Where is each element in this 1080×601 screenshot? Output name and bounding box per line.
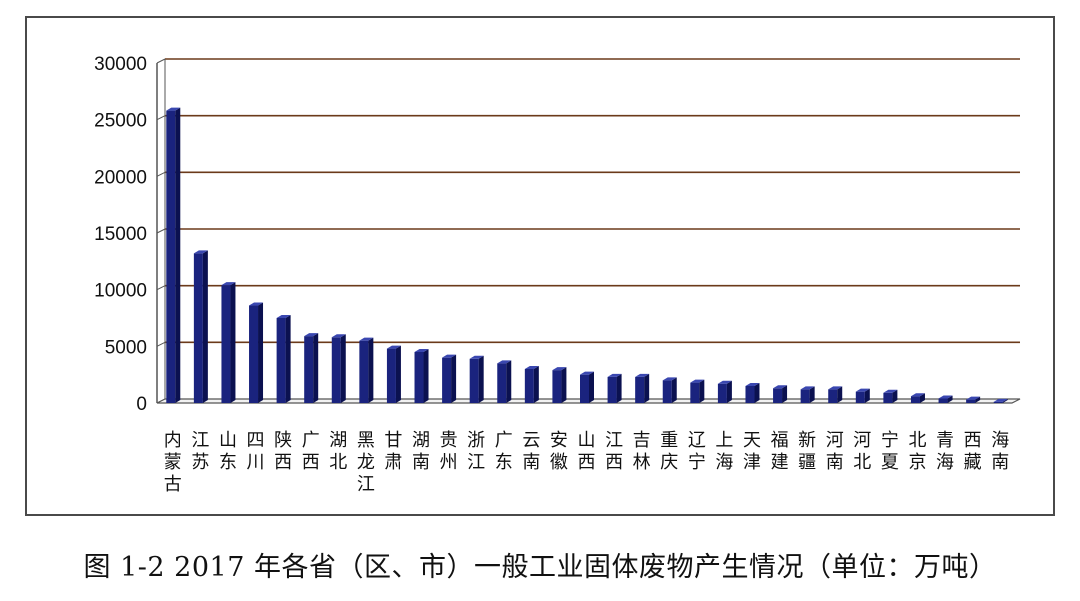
bar [800,386,815,403]
figure-caption: 图 1-2 2017 年各省（区、市）一般工业固体废物产生情况（单位：万吨） [83,552,997,583]
bar [469,355,484,403]
gridline-side [156,341,166,347]
bar [386,345,401,403]
x-tick-label: 山东 [219,430,237,473]
bar [221,282,236,403]
x-tick-label: 上海 [715,430,733,473]
bar [497,360,512,403]
y-tick-label: 15000 [94,224,147,245]
bar [828,386,843,403]
x-tick-label: 海南 [991,430,1009,473]
x-tick-label: 湖南 [412,430,430,473]
x-tick-label: 广西 [302,430,320,473]
gridline-side [156,171,166,177]
x-tick-label: 江苏 [191,430,209,473]
bars [166,107,1008,403]
x-tick-label: 贵州 [440,430,458,473]
chart-frame: 0 5000 10000 15000 20000 25000 30000 内蒙古 江苏 山东 四川… [25,16,1055,516]
x-tick-label: 江西 [605,430,623,473]
gridline-side [156,115,166,121]
bar [304,333,319,403]
x-tick-label: 内蒙古 [164,430,182,495]
bar [524,366,539,403]
y-tick-label: 5000 [105,337,147,358]
x-tick-label: 湖北 [329,430,347,473]
y-tick-label: 10000 [94,281,147,302]
bar [442,354,457,403]
bar [276,315,291,403]
x-tick-label: 河南 [826,430,844,473]
bar [607,373,622,403]
bar [690,379,705,403]
x-tick-label: 云南 [522,430,540,473]
bar [662,377,677,403]
gridlines [156,58,1020,347]
y-tick-label: 25000 [94,111,147,132]
x-tick-label: 河北 [853,430,871,473]
bar [883,389,898,403]
x-tick-label: 辽宁 [688,430,706,473]
bar [414,349,429,403]
x-tick-label: 西藏 [964,430,982,473]
x-tick-label: 宁夏 [881,430,899,473]
bar [166,107,181,403]
x-tick-label: 新疆 [798,430,816,473]
x-tick-label: 安徽 [550,430,568,473]
bar [580,371,594,403]
gridline-side [156,228,166,234]
bar [249,302,264,403]
bar [773,385,788,403]
bar [635,373,650,403]
x-tick-label: 陕西 [274,430,292,473]
bar [717,380,732,403]
bar [938,395,953,403]
y-tick-label: 20000 [94,167,147,188]
bar-chart: 0 5000 10000 15000 20000 25000 30000 内蒙古江苏山东四川… [94,54,1021,495]
x-tick-label: 北京 [908,430,926,473]
bar [193,250,208,403]
bar [966,396,981,403]
y-tick-label: 30000 [94,54,147,75]
x-tick-label: 广东 [495,430,513,473]
gridline-side [156,285,166,291]
x-tick-label: 吉林 [633,430,651,473]
x-tick-label: 福建 [771,430,789,473]
bar [552,367,567,403]
x-tick-label: 四川 [247,430,265,473]
x-tick-label: 黑龙江 [357,430,375,495]
x-tick-label: 青海 [936,430,954,473]
gridline-side [156,58,166,64]
y-tick-labels: 0 5000 10000 15000 20000 25000 30000 [94,54,147,415]
bar [745,383,760,403]
x-tick-label: 甘肃 [384,430,402,473]
x-tick-label: 重庆 [660,430,678,473]
bar [331,334,346,403]
bar [910,393,925,403]
bar [359,337,374,403]
x-tick-label: 天津 [743,430,761,473]
bar [855,388,870,403]
x-tick-label: 山西 [578,430,596,473]
bar [993,398,1008,403]
x-tick-labels: 内蒙古江苏山东四川陕西广西湖北黑龙江甘肃湖南贵州浙江广东云南安徽山西江西吉林重庆… [164,430,1009,495]
y-tick-label: 0 [136,394,147,415]
x-tick-label: 浙江 [467,430,485,473]
